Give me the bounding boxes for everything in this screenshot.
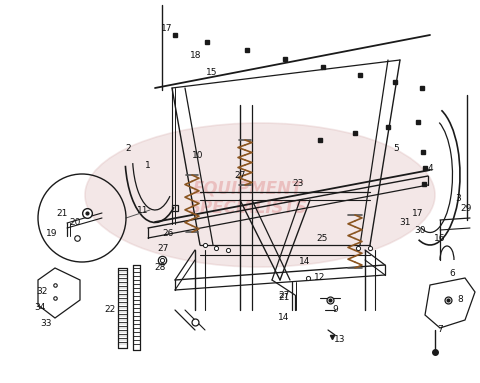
Text: 25: 25 — [316, 234, 328, 242]
Text: 22: 22 — [104, 306, 116, 314]
Text: 29: 29 — [460, 203, 472, 213]
Text: 26: 26 — [162, 229, 174, 237]
Text: 12: 12 — [314, 273, 326, 283]
Ellipse shape — [85, 123, 435, 267]
Text: 14: 14 — [278, 314, 290, 322]
Text: 15: 15 — [206, 67, 218, 77]
Text: 14: 14 — [300, 257, 311, 267]
Text: 2: 2 — [125, 144, 131, 152]
Text: SPECIALISTS: SPECIALISTS — [189, 199, 307, 217]
Text: 31: 31 — [399, 218, 411, 226]
Text: 27: 27 — [157, 244, 168, 252]
Text: 17: 17 — [412, 208, 424, 218]
Text: 33: 33 — [40, 319, 52, 327]
Text: 17: 17 — [161, 23, 173, 33]
Text: 16: 16 — [434, 234, 446, 242]
Text: 27: 27 — [234, 170, 246, 180]
Text: 21: 21 — [278, 293, 290, 303]
Text: EQUIPMENT: EQUIPMENT — [193, 179, 303, 197]
Text: 11: 11 — [137, 206, 149, 214]
Text: 1: 1 — [145, 160, 151, 170]
Text: 13: 13 — [334, 336, 346, 344]
Text: 32: 32 — [36, 288, 48, 296]
Text: 30: 30 — [414, 226, 426, 234]
Text: 6: 6 — [449, 268, 455, 278]
Text: 19: 19 — [46, 229, 58, 237]
Text: 28: 28 — [154, 264, 166, 272]
Text: 20: 20 — [69, 218, 81, 226]
Text: 10: 10 — [192, 151, 204, 159]
Text: 8: 8 — [457, 296, 463, 304]
Text: 4: 4 — [427, 164, 433, 172]
Text: 9: 9 — [332, 306, 338, 314]
Text: 7: 7 — [437, 326, 443, 334]
Text: 18: 18 — [190, 51, 202, 59]
Text: 5: 5 — [393, 144, 399, 152]
Text: 3: 3 — [455, 193, 461, 203]
Text: 34: 34 — [34, 303, 46, 311]
Text: 23: 23 — [292, 178, 304, 188]
Text: 21: 21 — [56, 208, 68, 218]
Text: 27: 27 — [278, 290, 290, 300]
